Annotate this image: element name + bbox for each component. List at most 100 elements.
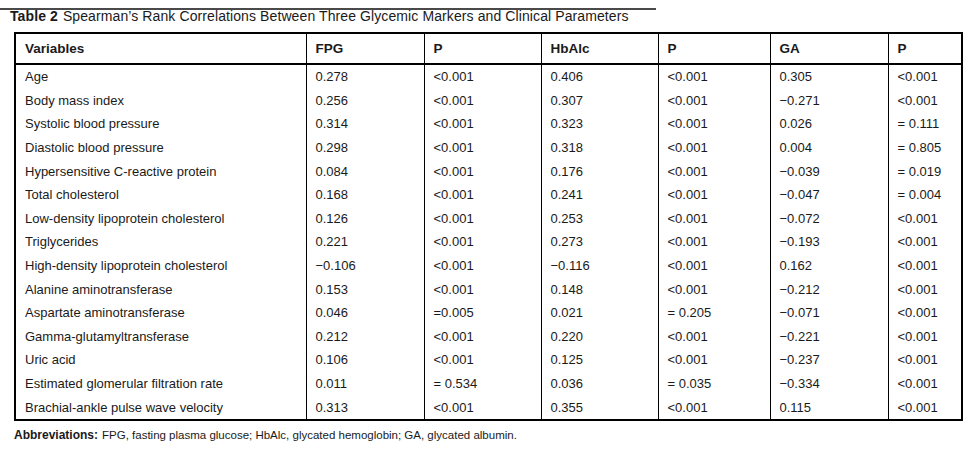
value-cell: =0.005 xyxy=(424,301,541,325)
table-caption: Table 2Spearman’s Rank Correlations Betw… xyxy=(10,8,968,24)
value-cell: 0.241 xyxy=(541,183,658,207)
header-p-hbalc: P xyxy=(658,33,770,64)
value-cell: 0.220 xyxy=(541,325,658,349)
value-cell: <0.001 xyxy=(424,348,541,372)
variable-cell: Brachial-ankle pulse wave velocity xyxy=(15,395,306,420)
variable-cell: Systolic blood pressure xyxy=(15,112,306,136)
header-ga: GA xyxy=(770,33,888,64)
value-cell: 0.115 xyxy=(770,395,888,420)
value-cell: 0.256 xyxy=(306,89,424,113)
table-row: Body mass index0.256<0.0010.307<0.001−0.… xyxy=(15,89,962,113)
variable-cell: Diastolic blood pressure xyxy=(15,136,306,160)
value-cell: 0.168 xyxy=(306,183,424,207)
variable-cell: Hypersensitive C-reactive protein xyxy=(15,159,306,183)
value-cell: <0.001 xyxy=(658,325,770,349)
value-cell: <0.001 xyxy=(888,254,962,278)
value-cell: −0.039 xyxy=(770,159,888,183)
table-row: Estimated glomerular filtration rate0.01… xyxy=(15,372,962,396)
variable-cell: Gamma-glutamyltransferase xyxy=(15,325,306,349)
value-cell: 0.406 xyxy=(541,64,658,89)
value-cell: <0.001 xyxy=(424,159,541,183)
variable-cell: Estimated glomerular filtration rate xyxy=(15,372,306,396)
table-row: Aspartate aminotransferase0.046=0.0050.0… xyxy=(15,301,962,325)
paper-table-figure: Table 2Spearman’s Rank Correlations Betw… xyxy=(0,8,968,468)
value-cell: <0.001 xyxy=(888,89,962,113)
value-cell: <0.001 xyxy=(658,112,770,136)
value-cell: 0.084 xyxy=(306,159,424,183)
value-cell: 0.273 xyxy=(541,230,658,254)
value-cell: 0.305 xyxy=(770,64,888,89)
value-cell: −0.334 xyxy=(770,372,888,396)
table-row: Diastolic blood pressure0.298<0.0010.318… xyxy=(15,136,962,160)
value-cell: 0.176 xyxy=(541,159,658,183)
value-cell: <0.001 xyxy=(424,395,541,420)
value-cell: −0.072 xyxy=(770,207,888,231)
table-row: Systolic blood pressure0.314<0.0010.323<… xyxy=(15,112,962,136)
value-cell: <0.001 xyxy=(658,207,770,231)
table-row: Uric acid0.106<0.0010.125<0.001−0.237<0.… xyxy=(15,348,962,372)
abbreviations-text: FPG, fasting plasma glucose; HbAlc, glyc… xyxy=(102,429,517,441)
header-hbalc: HbAlc xyxy=(541,33,658,64)
value-cell: <0.001 xyxy=(424,325,541,349)
value-cell: −0.271 xyxy=(770,89,888,113)
value-cell: −0.071 xyxy=(770,301,888,325)
value-cell: 0.162 xyxy=(770,254,888,278)
variable-cell: Low-density lipoprotein cholesterol xyxy=(15,207,306,231)
value-cell: −0.106 xyxy=(306,254,424,278)
value-cell: <0.001 xyxy=(888,325,962,349)
variable-cell: Aspartate aminotransferase xyxy=(15,301,306,325)
value-cell: 0.011 xyxy=(306,372,424,396)
header-p-ga: P xyxy=(888,33,962,64)
value-cell: −0.047 xyxy=(770,183,888,207)
value-cell: −0.116 xyxy=(541,254,658,278)
value-cell: <0.001 xyxy=(424,89,541,113)
header-p-fpg: P xyxy=(424,33,541,64)
value-cell: = 0.004 xyxy=(888,183,962,207)
value-cell: = 0.035 xyxy=(658,372,770,396)
table-row: Triglycerides0.221<0.0010.273<0.001−0.19… xyxy=(15,230,962,254)
value-cell: <0.001 xyxy=(888,301,962,325)
value-cell: <0.001 xyxy=(658,159,770,183)
value-cell: <0.001 xyxy=(424,136,541,160)
table-row: Hypersensitive C-reactive protein0.084<0… xyxy=(15,159,962,183)
correlation-table: VariablesFPGPHbAlcPGAP Age0.278<0.0010.4… xyxy=(14,32,963,421)
variable-cell: Total cholesterol xyxy=(15,183,306,207)
value-cell: <0.001 xyxy=(424,64,541,89)
value-cell: <0.001 xyxy=(658,64,770,89)
table-row: Brachial-ankle pulse wave velocity0.313<… xyxy=(15,395,962,420)
value-cell: <0.001 xyxy=(888,207,962,231)
table-row: High-density lipoprotein cholesterol−0.1… xyxy=(15,254,962,278)
table-body: Age0.278<0.0010.406<0.0010.305<0.001Body… xyxy=(15,64,962,420)
value-cell: <0.001 xyxy=(424,183,541,207)
value-cell: 0.323 xyxy=(541,112,658,136)
abbreviations-footnote: Abbreviations: FPG, fasting plasma glucos… xyxy=(14,428,968,442)
value-cell: 0.278 xyxy=(306,64,424,89)
value-cell: 0.036 xyxy=(541,372,658,396)
value-cell: −0.193 xyxy=(770,230,888,254)
abbreviations-label: Abbreviations: xyxy=(14,428,98,442)
value-cell: = 0.534 xyxy=(424,372,541,396)
header-row: VariablesFPGPHbAlcPGAP xyxy=(15,33,962,64)
value-cell: <0.001 xyxy=(658,89,770,113)
value-cell: 0.253 xyxy=(541,207,658,231)
value-cell: 0.021 xyxy=(541,301,658,325)
value-cell: = 0.205 xyxy=(658,301,770,325)
value-cell: <0.001 xyxy=(424,277,541,301)
table-caption-text: Spearman’s Rank Correlations Between Thr… xyxy=(63,8,629,24)
variable-cell: Triglycerides xyxy=(15,230,306,254)
header-fpg: FPG xyxy=(306,33,424,64)
value-cell: <0.001 xyxy=(424,112,541,136)
value-cell: 0.125 xyxy=(541,348,658,372)
variable-cell: Uric acid xyxy=(15,348,306,372)
value-cell: <0.001 xyxy=(888,372,962,396)
value-cell: <0.001 xyxy=(658,277,770,301)
value-cell: <0.001 xyxy=(424,207,541,231)
table-row: Total cholesterol0.168<0.0010.241<0.001−… xyxy=(15,183,962,207)
value-cell: 0.307 xyxy=(541,89,658,113)
value-cell: <0.001 xyxy=(888,277,962,301)
header-variables: Variables xyxy=(15,33,306,64)
table-row: Gamma-glutamyltransferase0.212<0.0010.22… xyxy=(15,325,962,349)
value-cell: 0.355 xyxy=(541,395,658,420)
value-cell: = 0.019 xyxy=(888,159,962,183)
value-cell: <0.001 xyxy=(888,395,962,420)
